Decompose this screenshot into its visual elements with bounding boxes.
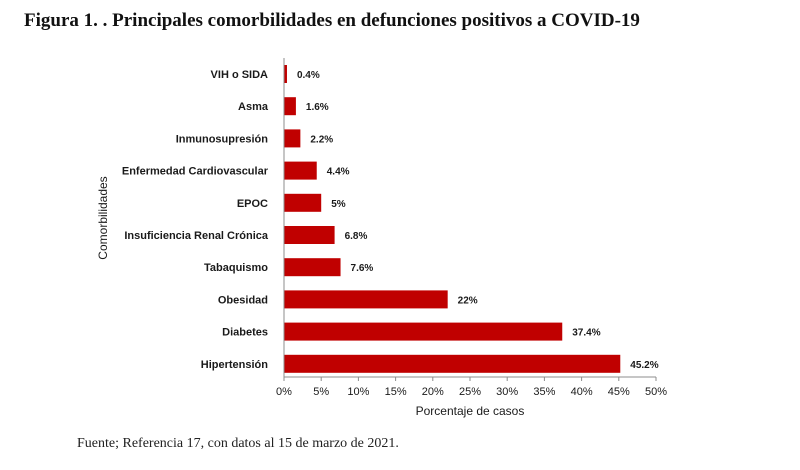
data-label: 6.8% [345, 231, 368, 242]
category-label: Inmunosupresión [176, 133, 269, 145]
x-tick-label: 20% [422, 386, 444, 398]
data-label: 2.2% [310, 134, 333, 145]
data-label: 4.4% [327, 167, 350, 178]
category-label: Obesidad [218, 294, 268, 306]
category-label: VIH o SIDA [211, 69, 269, 81]
x-tick-label: 45% [608, 386, 630, 398]
data-label: 45.2% [630, 360, 658, 371]
y-axis-title: Comorbilidades [96, 176, 110, 259]
data-label: 0.4% [297, 70, 320, 81]
x-tick-label: 35% [533, 386, 555, 398]
bar-7 [284, 290, 448, 309]
bar-3 [284, 161, 317, 180]
bar-2 [284, 129, 301, 148]
x-tick-label: 0% [276, 386, 292, 398]
x-axis-title: Porcentaje de casos [416, 404, 525, 418]
x-tick-label: 25% [459, 386, 481, 398]
category-label: Hipertensión [201, 359, 269, 371]
bar-8 [284, 322, 563, 341]
x-tick-label: 10% [347, 386, 369, 398]
category-label: EPOC [237, 198, 268, 210]
value-labels: 0.4% 1.6% 2.2% 4.4% 5% 6.8% 7.6% 22% 37.4% 45.2% [297, 70, 659, 371]
category-label: Insuficiencia Renal Crónica [124, 230, 269, 242]
x-tick-label: 30% [496, 386, 518, 398]
bar-4 [284, 193, 322, 212]
bar-1 [284, 97, 296, 116]
bar-5 [284, 226, 335, 244]
figure-source: Fuente; Referencia 17, con datos al 15 d… [77, 436, 399, 451]
bar-0 [284, 65, 287, 83]
figure-title: Figura 1. . Principales comorbilidades e… [24, 10, 640, 31]
data-label: 5% [331, 199, 346, 210]
category-labels: VIH o SIDA Asma Inmunosupresión Enfermedad … [122, 69, 269, 371]
data-label: 1.6% [306, 102, 329, 113]
x-tick-label: 40% [571, 386, 593, 398]
bar-6 [284, 258, 341, 277]
category-label: Asma [238, 101, 269, 113]
bar-chart: VIH o SIDA Asma Inmunosupresión Enfermedad … [96, 58, 667, 418]
x-tick-label: 5% [313, 386, 329, 398]
x-axis-ticks: 0% 5% 10% 15% 20% 25% 30% 35% 40% 45% 50% [276, 377, 667, 398]
category-label: Tabaquismo [204, 262, 268, 274]
data-label: 22% [458, 295, 478, 306]
x-tick-label: 15% [385, 386, 407, 398]
x-tick-label: 50% [645, 386, 667, 398]
data-label: 37.4% [572, 328, 600, 339]
category-label: Enfermedad Cardiovascular [122, 166, 269, 178]
data-label: 7.6% [351, 263, 374, 274]
category-label: Diabetes [222, 327, 268, 339]
bars-group [284, 65, 621, 373]
bar-9 [284, 354, 621, 373]
